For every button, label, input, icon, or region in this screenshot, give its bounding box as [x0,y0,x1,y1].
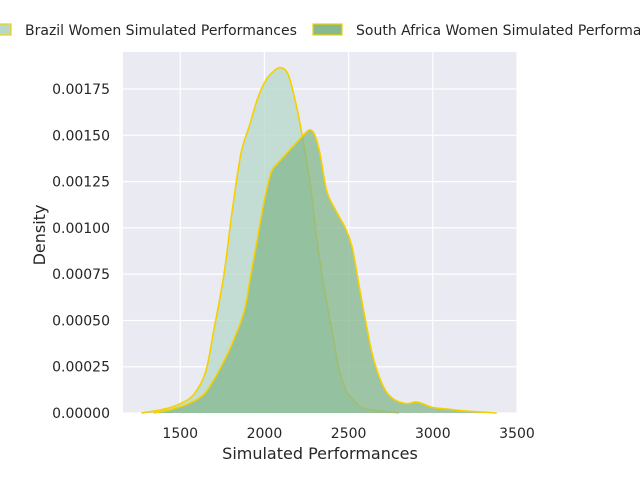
y-tick-label: 0.00150 [52,128,110,144]
legend-label: South Africa Women Simulated Performance… [356,23,640,39]
legend-label: Brazil Women Simulated Performances [25,23,297,39]
x-tick-label: 3000 [415,426,451,442]
y-tick-label: 0.00000 [52,406,110,422]
y-tick-label: 0.00125 [52,175,110,191]
density-line-series-2 [153,128,497,414]
density-area-series-2 [153,129,497,414]
legend-swatch [0,23,12,36]
x-tick-label: 1500 [162,426,198,442]
density-areas [141,66,497,414]
x-tick-label: 2000 [247,426,283,442]
legend-item-series-1: Brazil Women Simulated Performances [0,23,297,39]
y-tick-label: 0.00075 [52,267,110,283]
y-tick-label: 0.00175 [52,82,110,98]
x-axis-ticks: 1500 2000 2500 3000 3500 [162,426,534,442]
x-axis-label: Simulated Performances [222,444,418,463]
x-tick-label: 3500 [499,426,535,442]
legend: Brazil Women Simulated Performances South… [0,23,640,39]
legend-swatch [312,23,343,36]
y-axis-ticks: 0.00000 0.00025 0.00050 0.00075 0.00100 0.001… [52,82,110,422]
legend-item-series-2: South Africa Women Simulated Performance… [312,23,640,39]
y-tick-label: 0.00100 [52,221,110,237]
x-tick-label: 2500 [331,426,367,442]
y-axis-label: Density [30,205,49,266]
y-tick-label: 0.00025 [52,360,110,376]
y-tick-label: 0.00050 [52,313,110,329]
